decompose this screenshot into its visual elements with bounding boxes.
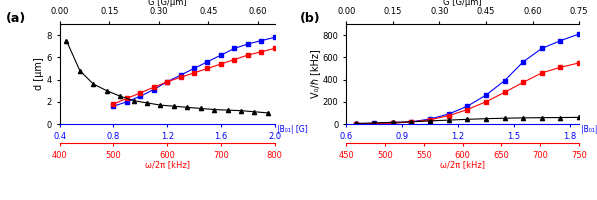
X-axis label: ω/2π [kHz]: ω/2π [kHz] bbox=[144, 160, 190, 169]
Text: |B₀₁| [G]: |B₀₁| [G] bbox=[581, 125, 597, 134]
X-axis label: ω/2π [kHz]: ω/2π [kHz] bbox=[440, 160, 485, 169]
X-axis label: G [G/μm]: G [G/μm] bbox=[444, 0, 482, 7]
Y-axis label: d [μm]: d [μm] bbox=[34, 58, 44, 90]
X-axis label: G [G/μm]: G [G/μm] bbox=[148, 0, 186, 7]
Text: (a): (a) bbox=[6, 12, 26, 25]
Text: (b): (b) bbox=[300, 12, 321, 25]
Y-axis label: V₀/ℏ [kHz]: V₀/ℏ [kHz] bbox=[310, 50, 320, 98]
Text: |B₀₁| [G]: |B₀₁| [G] bbox=[277, 125, 307, 134]
